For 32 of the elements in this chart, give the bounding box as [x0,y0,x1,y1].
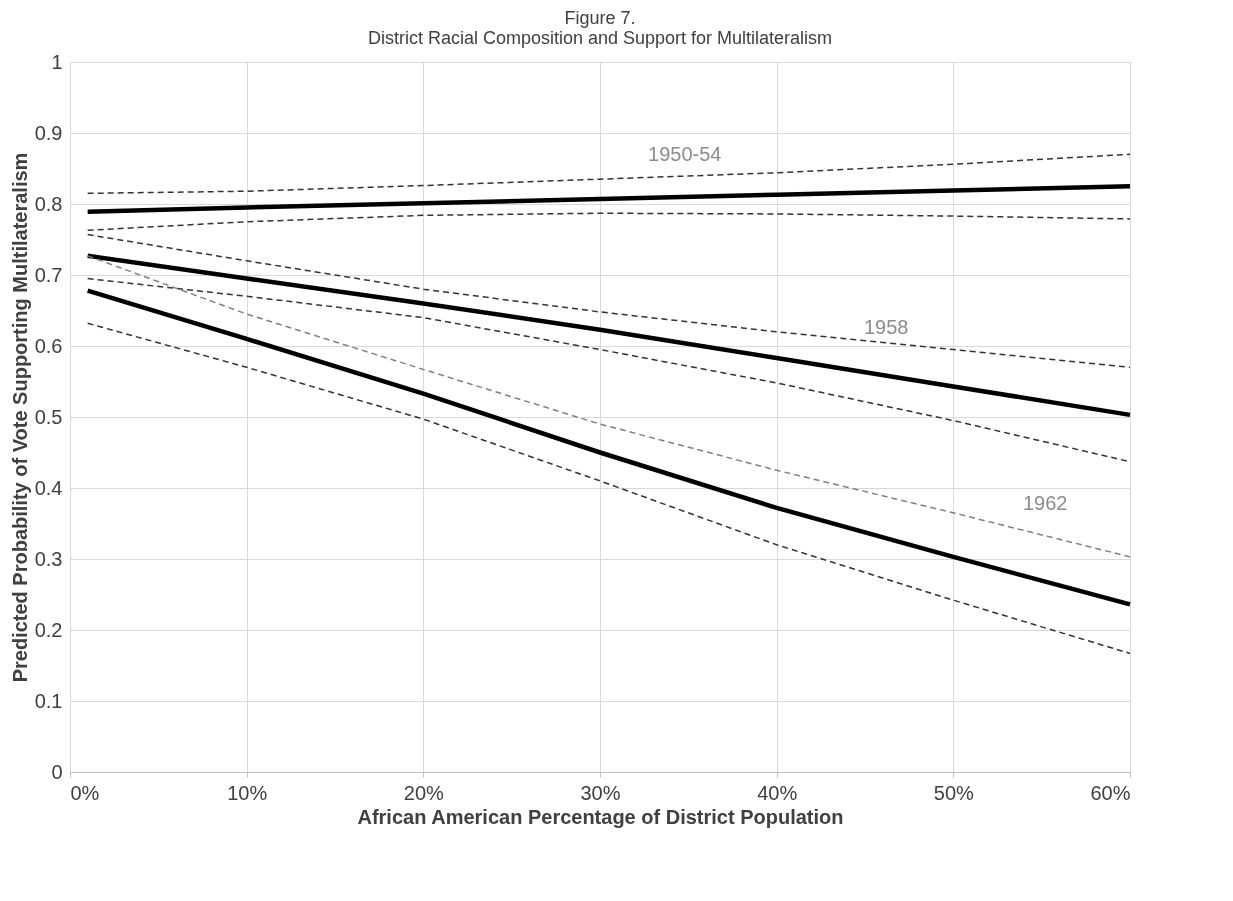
y-tick-label: 0.6 [34,334,63,357]
line-series [86,233,1131,369]
y-tick-label: 1 [51,50,63,73]
y-tick-label: 0.4 [34,476,63,499]
y-axis-title: Predicted Probability of Vote Supporting Multilateralism [8,152,31,683]
y-tick-label: 0.2 [34,618,63,641]
y-tick-label: 0.1 [34,689,63,712]
y-tick-label: 0 [51,760,63,783]
x-tick-label: 60% [1090,781,1131,804]
x-tick-label: 30% [580,781,621,804]
x-tick-label: 0% [70,781,100,804]
x-axis-title: African American Percentage of District Population [357,805,844,828]
line-series [85,253,1133,418]
y-tick-label: 0.5 [34,405,63,428]
y-tick-label: 0.3 [34,547,63,570]
text: 1962 [1022,491,1068,514]
line-series [86,255,1131,558]
line-series [86,212,1131,232]
y-tick-label: 0.9 [34,121,63,144]
line-series [86,322,1131,655]
line-series [85,288,1133,607]
chart-subtitle: District Racial Composition and Support for Multilateralism [367,28,833,48]
series-label: 1958 [863,315,909,338]
y-tick-label: 0.8 [34,192,63,215]
x-tick-label: 10% [227,781,268,804]
x-tick-label: 40% [757,781,798,804]
line-series [85,184,1133,215]
chart-title: Figure 7. [564,8,636,28]
x-tick-label: 20% [403,781,445,804]
series-label: 1950-54 [648,142,722,165]
x-tick-label: 50% [933,781,975,804]
y-tick-label: 0.7 [34,263,63,286]
